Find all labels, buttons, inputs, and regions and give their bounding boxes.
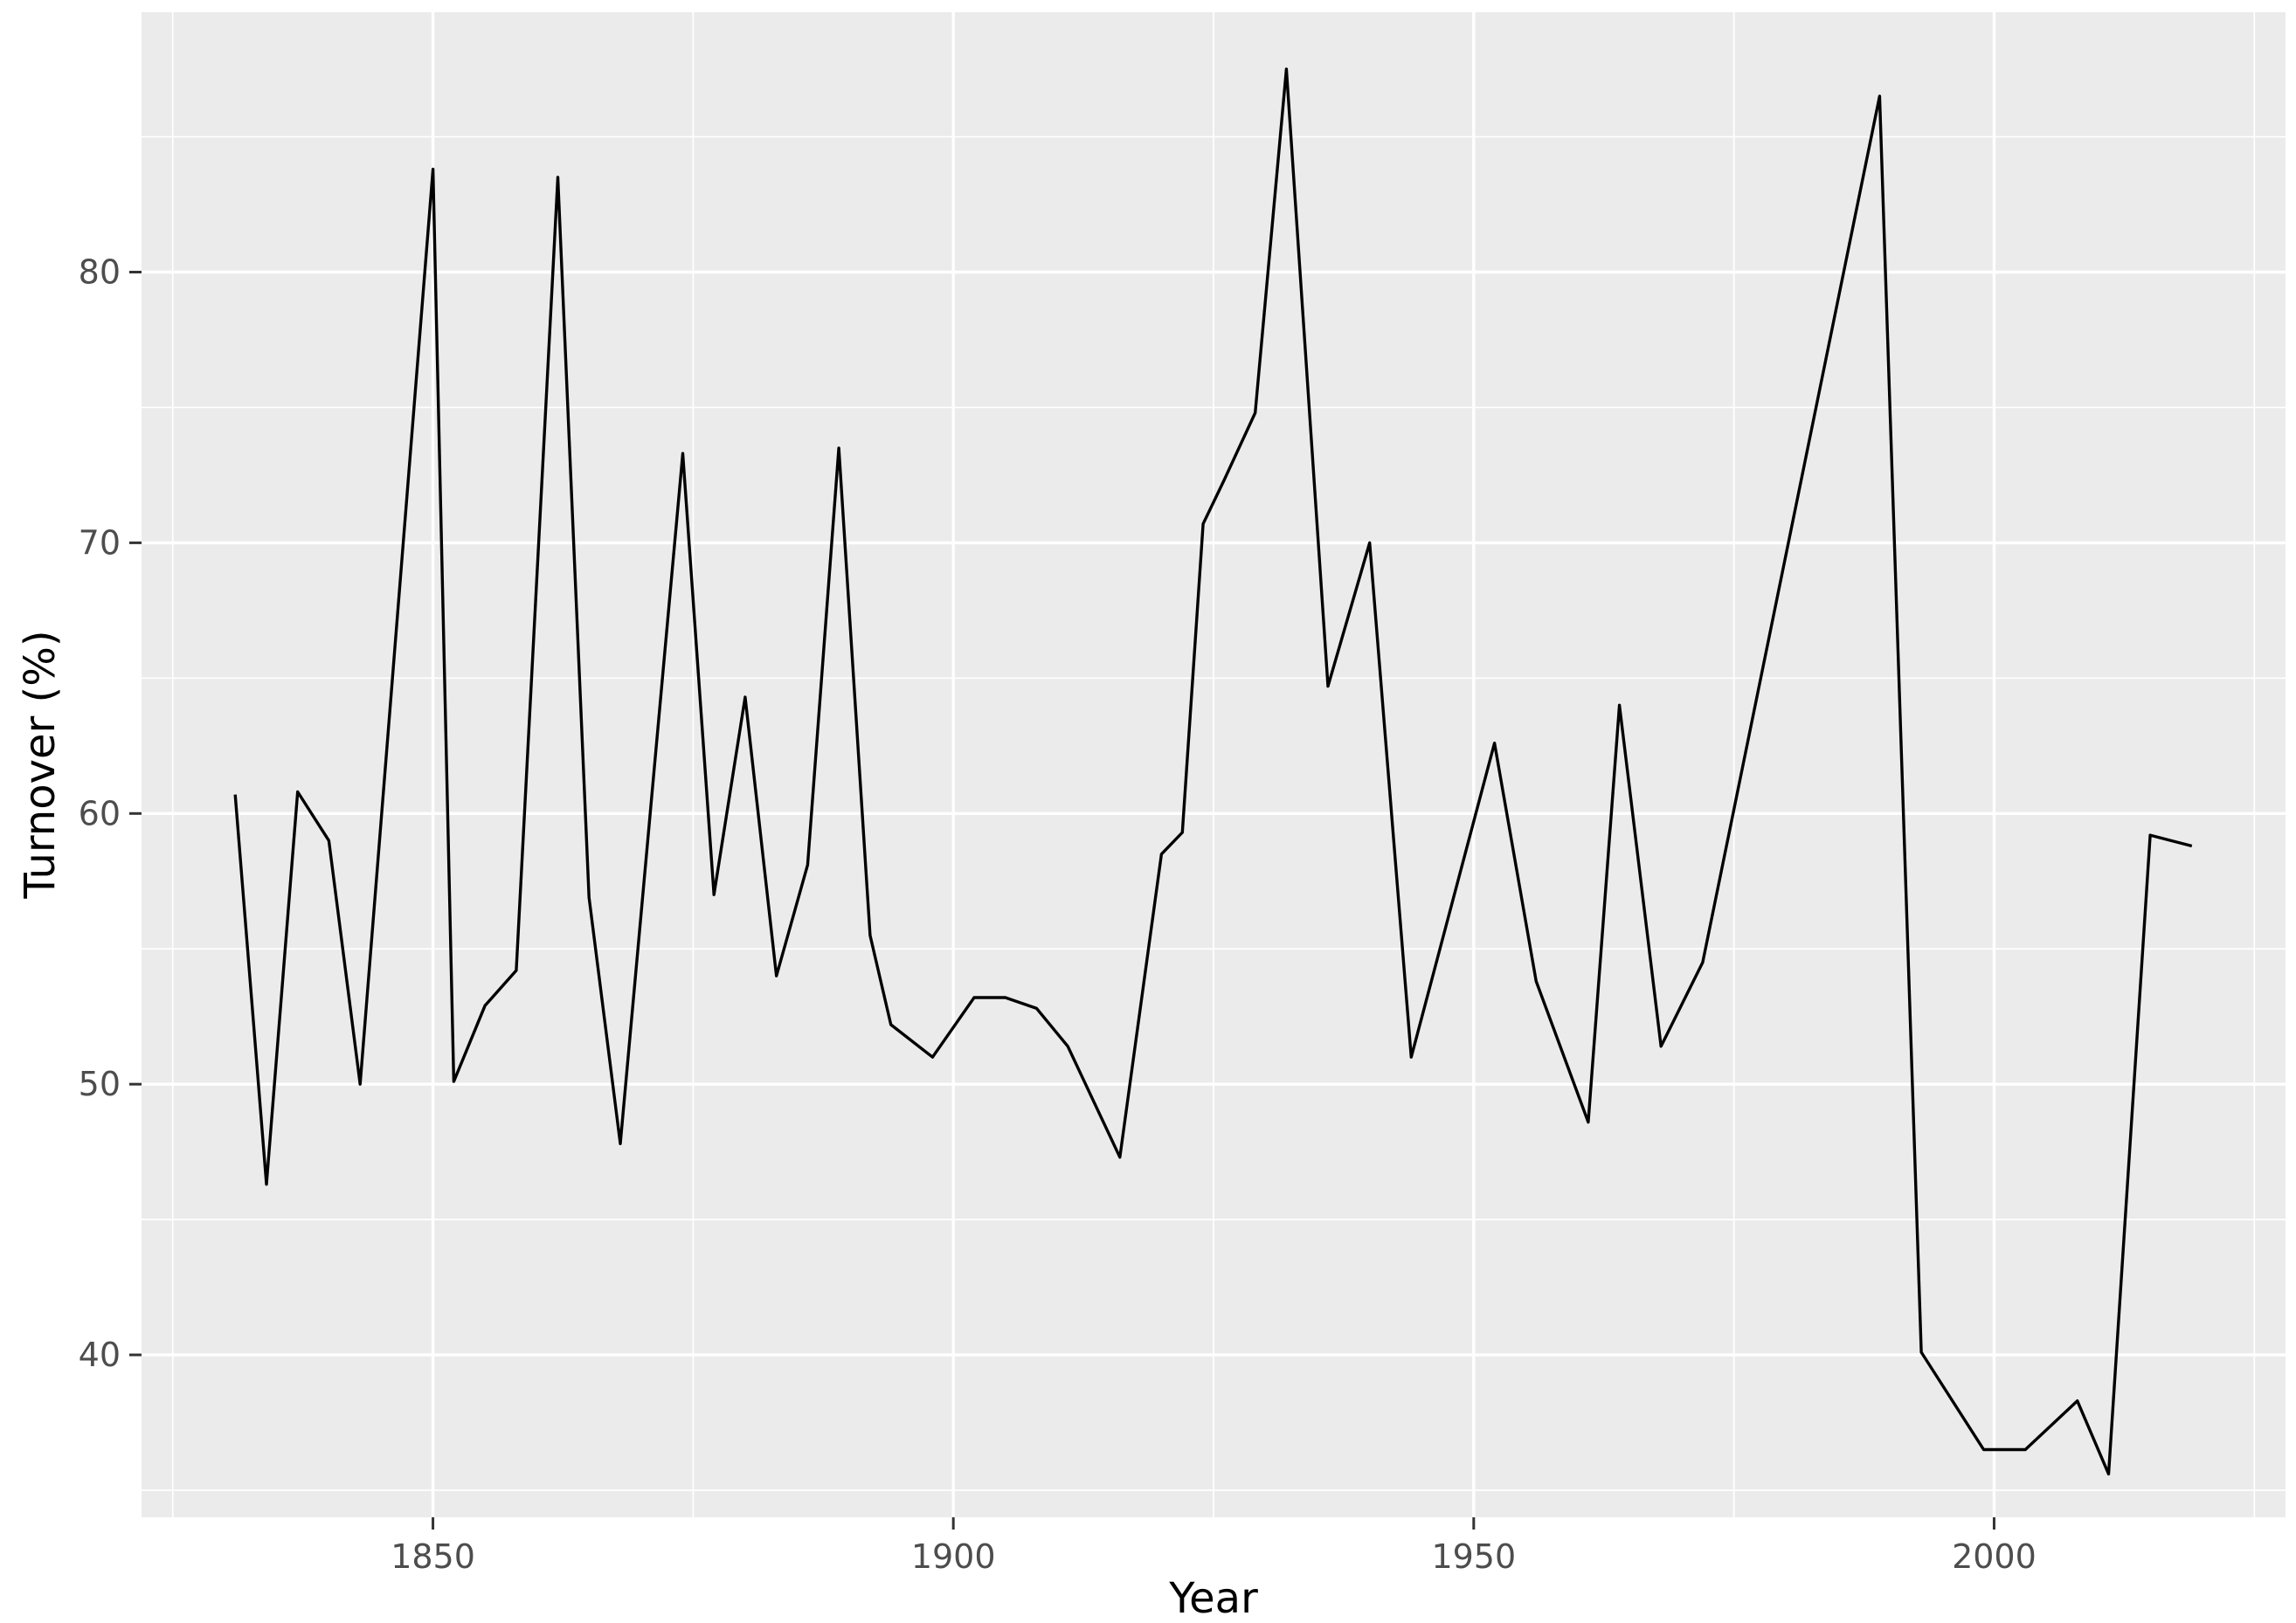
x-tick-label: 1950 bbox=[1431, 1537, 1516, 1576]
x-tick-label: 1900 bbox=[911, 1537, 996, 1576]
y-axis-title: Turnover (%) bbox=[16, 630, 65, 899]
y-tick-label: 80 bbox=[79, 252, 121, 291]
y-tick-label: 60 bbox=[79, 794, 121, 832]
y-tick-label: 70 bbox=[79, 523, 121, 562]
y-tick-label: 50 bbox=[79, 1065, 121, 1103]
x-tick-label: 1850 bbox=[391, 1537, 475, 1576]
x-axis-title: Year bbox=[1169, 1574, 1258, 1623]
y-tick-label: 40 bbox=[79, 1336, 121, 1374]
x-tick-label: 2000 bbox=[1952, 1537, 2037, 1576]
turnover-series-line bbox=[233, 67, 2193, 1476]
